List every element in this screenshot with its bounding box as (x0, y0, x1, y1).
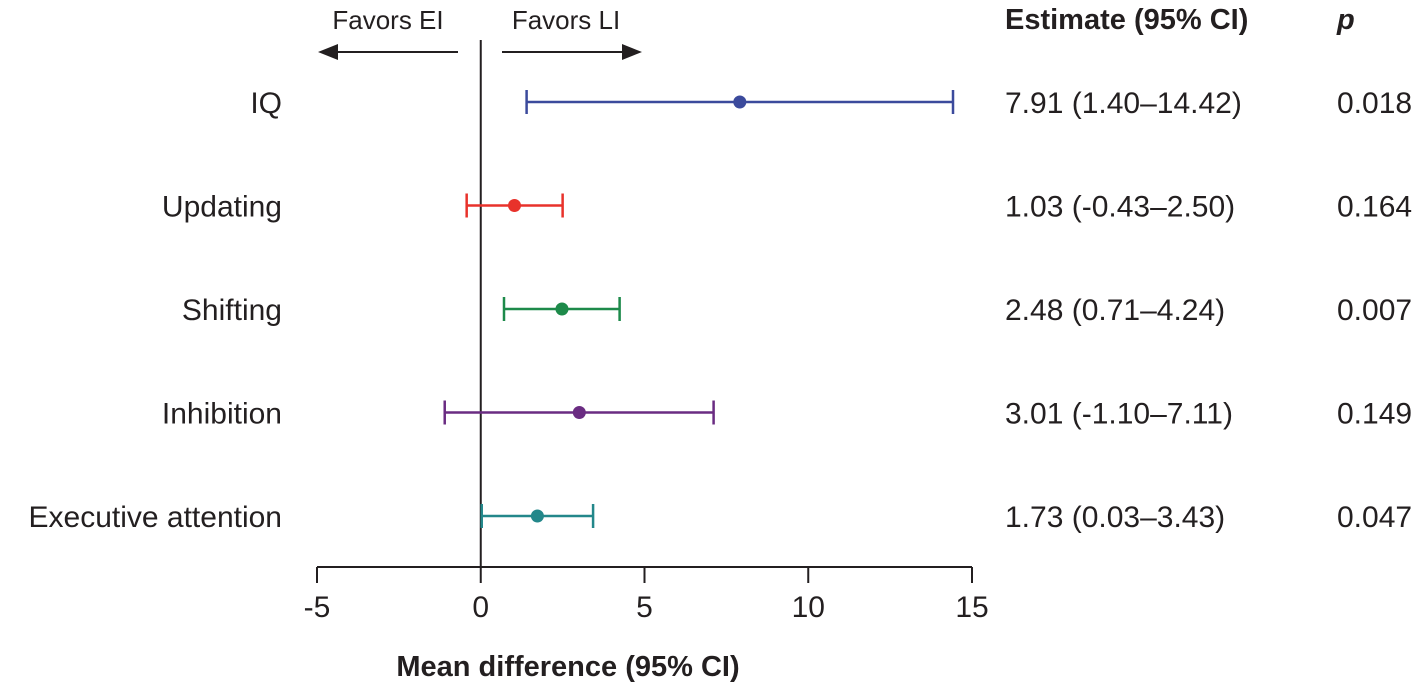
p-value-text: 0.164 (1337, 191, 1412, 224)
favors-left-label: Favors EI (332, 5, 443, 35)
p-value-text: 0.047 (1337, 501, 1412, 534)
row-label: IQ (250, 87, 282, 120)
p-value-text: 0.007 (1337, 294, 1412, 327)
favors-right-label: Favors LI (512, 5, 620, 35)
forest-row: Executive attention 1.73 (0.03–3.43) 0.047 (29, 501, 1413, 534)
estimate-point (572, 406, 586, 419)
row-label: Shifting (182, 294, 282, 327)
estimate-ci-text: 2.48 (0.71–4.24) (1005, 294, 1225, 327)
x-axis-title: Mean difference (95% CI) (396, 651, 739, 683)
favors-left-arrow (318, 44, 458, 60)
x-tick-label: 10 (792, 591, 825, 624)
p-value-text: 0.149 (1337, 398, 1412, 431)
estimate-point (555, 302, 569, 316)
estimate-header: Estimate (95% CI) (1005, 4, 1248, 36)
estimate-ci-text: 1.03 (-0.43–2.50) (1005, 191, 1235, 224)
p-value-text: 0.018 (1337, 87, 1412, 120)
estimate-ci-text: 3.01 (-1.10–7.11) (1005, 398, 1233, 431)
estimate-point (733, 95, 747, 109)
estimate-ci-text: 7.91 (1.40–14.42) (1005, 87, 1242, 120)
forest-row: IQ 7.91 (1.40–14.42) 0.018 (250, 87, 1412, 120)
x-tick-label: 15 (955, 591, 988, 624)
row-label: Updating (162, 191, 282, 224)
p-header: p (1336, 4, 1355, 36)
row-label: Executive attention (29, 501, 283, 534)
forest-rows: IQ 7.91 (1.40–14.42) 0.018 Updating 1.03 (-0… (29, 87, 1413, 534)
estimate-point (530, 509, 544, 523)
estimate-ci-text: 1.73 (0.03–3.43) (1005, 501, 1225, 534)
x-axis-ticks: -5 0 5 10 15 (304, 567, 989, 624)
favors-right-arrow (502, 44, 642, 60)
x-tick-label: 0 (472, 591, 489, 624)
row-label: Inhibition (162, 398, 282, 431)
x-tick-label: 5 (636, 591, 653, 624)
x-tick-label: -5 (304, 591, 331, 624)
forest-row: Shifting 2.48 (0.71–4.24) 0.007 (182, 294, 1412, 327)
forest-row: Inhibition 3.01 (-1.10–7.11) 0.149 (162, 398, 1412, 431)
forest-row: Updating 1.03 (-0.43–2.50) 0.164 (162, 191, 1412, 224)
estimate-point (507, 199, 521, 212)
